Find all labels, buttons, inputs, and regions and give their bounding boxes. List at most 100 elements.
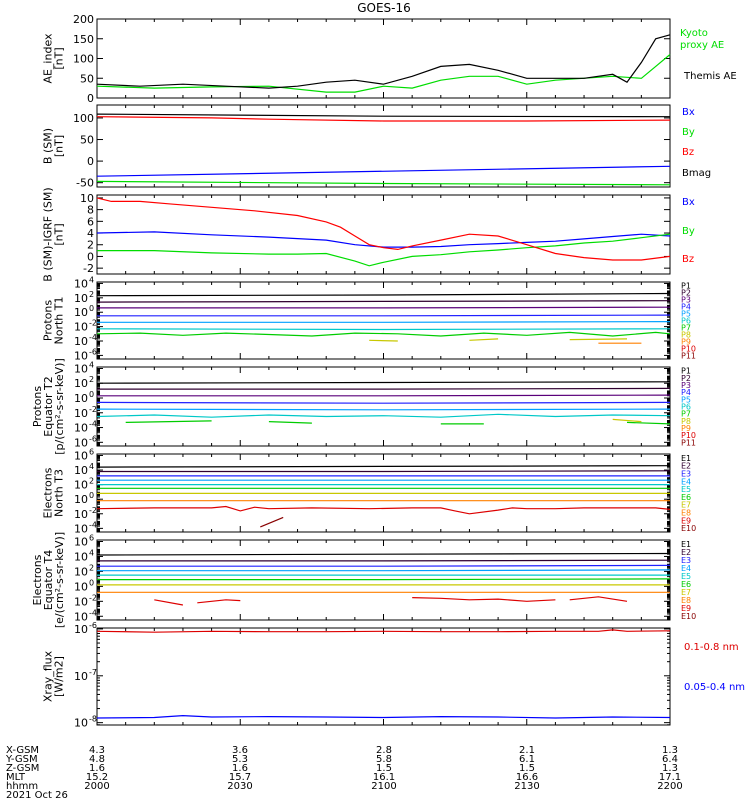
y-tick-label: 10	[74, 595, 88, 608]
y-axis-label: [W/m2]	[53, 656, 66, 697]
legend-label: E3	[681, 556, 691, 565]
footer-value: 3.6	[232, 745, 248, 756]
legend-label: P1	[681, 367, 691, 376]
y-tick-label: 50	[80, 72, 94, 85]
y-tick-exponent: 6	[89, 533, 94, 542]
legend-label: P8	[681, 417, 691, 426]
y-tick-exponent: -4	[89, 420, 97, 429]
y-tick-label: 10	[74, 392, 88, 405]
y-tick-label: 10	[80, 192, 94, 205]
legend-label: E7	[681, 501, 691, 510]
y-tick-label: 10	[74, 436, 88, 449]
series-e9d	[569, 596, 628, 602]
y-tick-label: 6	[87, 215, 94, 228]
legend-label: P2	[681, 374, 691, 383]
footer-value: 1.6	[89, 763, 105, 774]
footer-value: 4.3	[89, 745, 105, 756]
footer-value: 5.3	[232, 754, 248, 765]
y-tick-label: 10	[74, 449, 88, 462]
y-tick-label: 10	[74, 306, 88, 319]
legend-label: E4	[681, 564, 691, 573]
legend-label: Kyoto	[680, 28, 708, 39]
legend-label: E10	[681, 524, 696, 533]
footer-value: 2.1	[519, 745, 535, 756]
legend-label: E5	[681, 572, 691, 581]
legend-label: E9	[681, 516, 691, 525]
y-tick-label: 2	[87, 239, 94, 252]
y-tick-label: 10	[74, 479, 88, 492]
legend-label: P3	[681, 381, 691, 390]
y-axis-label: [nT]	[53, 223, 66, 245]
series-p6	[96, 413, 671, 418]
y-tick-label: 8	[87, 204, 94, 217]
y-axis-label: Protons	[31, 386, 44, 427]
legend-label: P10	[681, 431, 696, 440]
series-bmag	[96, 113, 671, 118]
footer-value: 1.5	[376, 763, 392, 774]
y-tick-exponent: -2	[89, 506, 97, 515]
series-e1	[96, 465, 671, 468]
y-tick-exponent: -7	[89, 668, 97, 677]
legend-label: P3	[681, 296, 691, 305]
y-tick-label: 10	[74, 464, 88, 477]
y-tick-exponent: 6	[89, 447, 94, 456]
legend-label: E7	[681, 588, 691, 597]
y-tick-exponent: 0	[89, 304, 94, 313]
legend-label: P7	[681, 410, 691, 419]
y-tick-label: 0	[87, 155, 94, 168]
legend-label: Bz	[682, 254, 694, 265]
footer-row-label: Y-GSM	[5, 754, 38, 765]
footer-value: 16.1	[373, 772, 395, 783]
y-tick-label: 10	[74, 321, 88, 334]
footer-value: 6.4	[662, 754, 678, 765]
footer-value: 1.3	[662, 763, 678, 774]
footer-value: 2100	[371, 781, 396, 792]
footer-row-label: X-GSM	[6, 745, 39, 756]
legend-label: proxy AE	[680, 40, 724, 51]
y-tick-label: 10	[74, 362, 88, 375]
legend-label: E3	[681, 470, 691, 479]
y-tick-label: 10	[74, 493, 88, 506]
legend-label: 0.05-0.4 nm	[684, 682, 745, 693]
y-tick-label: 10	[74, 277, 88, 290]
y-tick-label: 10	[74, 522, 88, 535]
series-e9b	[197, 599, 241, 604]
series-themis-ae	[96, 34, 671, 89]
footer-row-label: hhmm	[6, 781, 38, 792]
footer-value: 4.8	[89, 754, 105, 765]
panel-frame	[96, 366, 671, 447]
series-p8	[369, 339, 398, 342]
legend-label: 0.1-0.8 nm	[684, 642, 739, 653]
footer-value: 5.8	[376, 754, 392, 765]
y-tick-exponent: -4	[89, 520, 97, 529]
footer-value: 2130	[514, 781, 539, 792]
y-tick-exponent: -4	[89, 333, 97, 342]
y-tick-label: 150	[73, 33, 94, 46]
footer-value: 6.1	[519, 754, 535, 765]
series-e2	[97, 559, 671, 562]
legend-label: Bx	[682, 197, 695, 208]
legend-label: E8	[681, 596, 691, 605]
legend-label: P9	[681, 424, 691, 433]
series-p4	[96, 401, 671, 404]
series-p7	[96, 331, 671, 337]
y-tick-label: 10	[74, 580, 88, 593]
series-p6	[96, 328, 671, 331]
series-e6	[97, 578, 671, 581]
y-tick-label: 10	[74, 407, 88, 420]
legend-label: E4	[681, 477, 691, 486]
y-tick-exponent: -6	[89, 621, 97, 630]
legend-label: P9	[681, 338, 691, 347]
series-p1	[96, 381, 671, 384]
legend-label: P4	[681, 388, 691, 397]
y-axis-label: Protons	[42, 300, 55, 341]
footer-row-label: MLT	[6, 772, 26, 783]
series-p8b	[469, 338, 499, 341]
series-kyoto-proxy-ae	[96, 54, 671, 93]
legend-label: Bz	[682, 147, 694, 158]
series-e9	[154, 599, 184, 606]
series-bz	[96, 197, 671, 261]
